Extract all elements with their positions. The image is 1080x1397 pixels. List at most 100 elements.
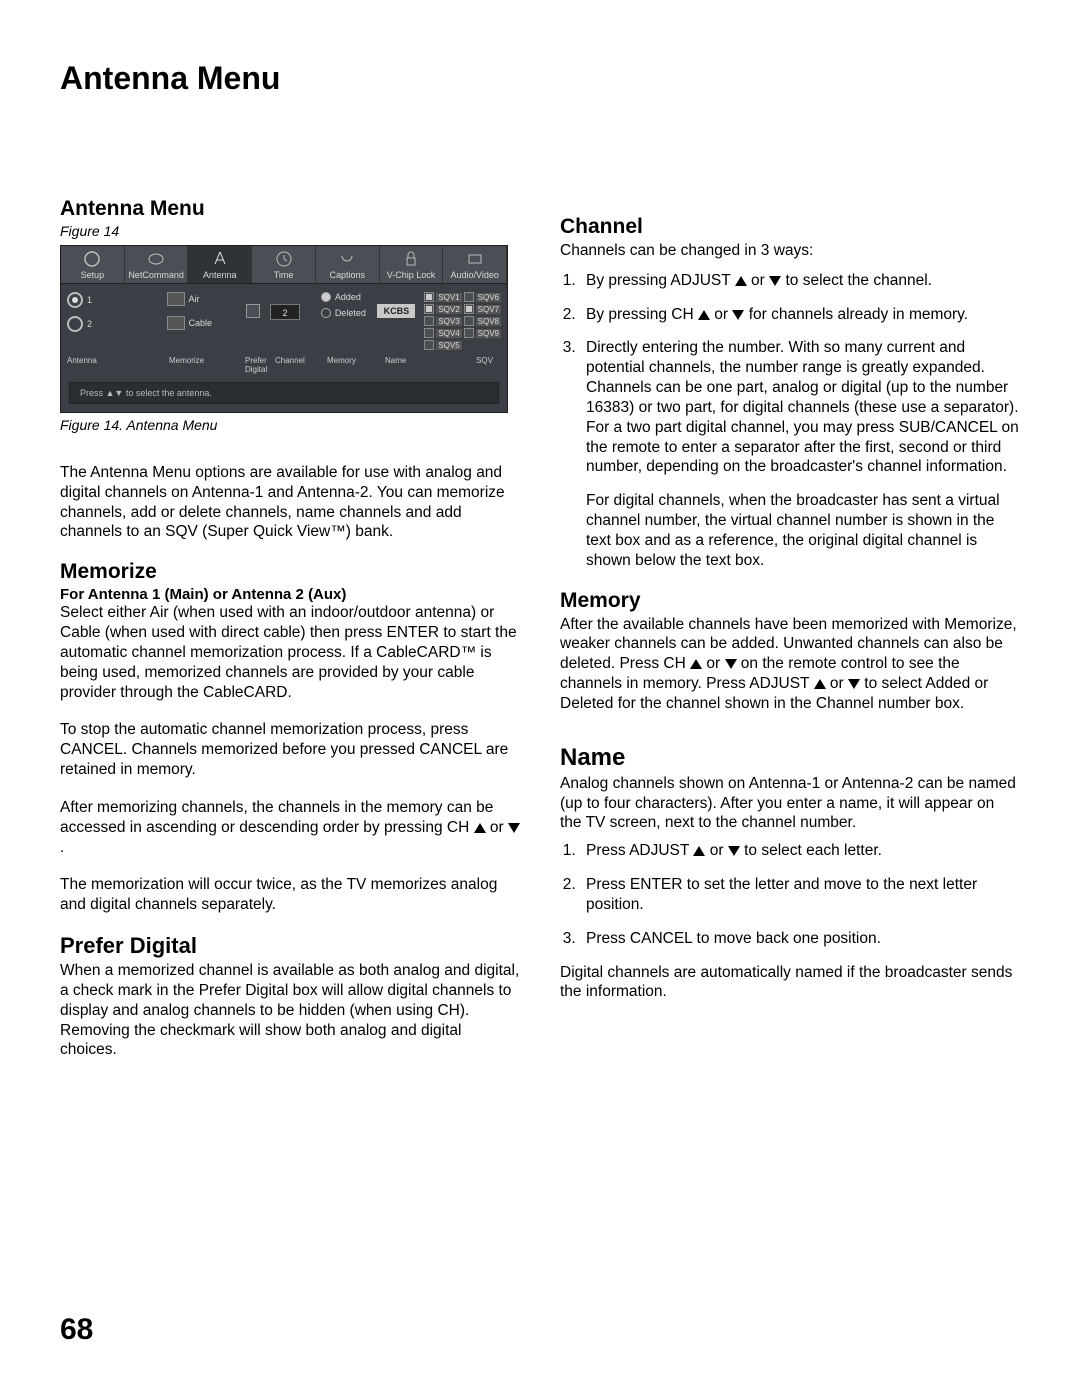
memorize-subheading: For Antenna 1 (Main) or Antenna 2 (Aux) bbox=[60, 586, 520, 603]
channel-li1: By pressing ADJUST or to select the chan… bbox=[580, 271, 1020, 291]
right-column: Channel Channels can be changed in 3 way… bbox=[560, 197, 1020, 1078]
sqv6[interactable]: SQV6 bbox=[464, 292, 501, 302]
sqv5[interactable]: SQV5 bbox=[424, 340, 461, 350]
memory-deleted-row[interactable]: Deleted bbox=[321, 308, 374, 318]
antenna-1-row[interactable]: 1 bbox=[67, 292, 163, 308]
name-p: Analog channels shown on Antenna-1 or An… bbox=[560, 774, 1020, 833]
air-icon bbox=[167, 292, 185, 306]
antenna-1-radio[interactable] bbox=[67, 292, 83, 308]
tab-time[interactable]: Time bbox=[252, 246, 316, 283]
tab-setup-label: Setup bbox=[81, 270, 105, 280]
memorize-heading: Memorize bbox=[60, 560, 520, 584]
channel-li3: Directly entering the number. With so ma… bbox=[580, 338, 1020, 477]
sqv3[interactable]: SQV3 bbox=[424, 316, 461, 326]
sqv1[interactable]: SQV1 bbox=[424, 292, 461, 302]
channel-li2: By pressing CH or for channels already i… bbox=[580, 305, 1020, 325]
figure-tabs: Setup NetCommand Antenna Time Captions V… bbox=[61, 246, 507, 284]
added-label: Added bbox=[335, 292, 361, 302]
channel-intro: Channels can be changed in 3 ways: bbox=[560, 241, 1020, 261]
intro-paragraph: The Antenna Menu options are available f… bbox=[60, 463, 520, 542]
figure-sqv-col: SQV1 SQV6 SQV2 SQV7 SQV3 SQV8 SQV4 SQV9 … bbox=[424, 292, 501, 350]
tab-time-label: Time bbox=[274, 270, 294, 280]
tab-netcommand-label: NetCommand bbox=[128, 270, 184, 280]
memory-p: After the available channels have been m… bbox=[560, 615, 1020, 714]
figure-preferdigital-col bbox=[241, 292, 266, 350]
tab-antenna[interactable]: Antenna bbox=[188, 246, 252, 283]
channel-heading: Channel bbox=[560, 215, 1020, 239]
name-heading: Name bbox=[560, 744, 1020, 772]
sqv9[interactable]: SQV9 bbox=[464, 328, 501, 338]
name-li3: Press CANCEL to move back one position. bbox=[580, 929, 1020, 949]
tab-vchip[interactable]: V-Chip Lock bbox=[380, 246, 444, 283]
triangle-down-icon bbox=[848, 679, 860, 689]
triangle-down-icon bbox=[508, 823, 520, 833]
antenna-2-row[interactable]: 2 bbox=[67, 316, 163, 332]
memorize-p1: Select either Air (when used with an ind… bbox=[60, 603, 520, 702]
channel-list: By pressing ADJUST or to select the chan… bbox=[560, 271, 1020, 477]
name-li1: Press ADJUST or to select each letter. bbox=[580, 841, 1020, 861]
figure-channel-col: 2 bbox=[270, 292, 317, 350]
antenna-1-num: 1 bbox=[87, 295, 92, 305]
figure-memory-col: Added Deleted bbox=[321, 292, 374, 350]
memory-heading: Memory bbox=[560, 589, 1020, 613]
figure-antenna-col: 1 2 bbox=[67, 292, 163, 350]
figure-ref: Figure 14 bbox=[60, 223, 520, 239]
triangle-down-icon bbox=[728, 846, 740, 856]
air-label: Air bbox=[189, 294, 200, 304]
triangle-up-icon bbox=[814, 679, 826, 689]
figure-antenna-menu: Setup NetCommand Antenna Time Captions V… bbox=[60, 245, 508, 413]
antenna-2-radio[interactable] bbox=[67, 316, 83, 332]
antenna-2-num: 2 bbox=[87, 319, 92, 329]
channel-box[interactable]: 2 bbox=[270, 304, 300, 320]
figure-caption: Figure 14. Antenna Menu bbox=[60, 417, 520, 433]
tab-captions[interactable]: Captions bbox=[316, 246, 380, 283]
memorize-p4: The memorization will occur twice, as th… bbox=[60, 875, 520, 915]
tab-netcommand[interactable]: NetCommand bbox=[125, 246, 189, 283]
figure-hint: Press ▲▼ to select the antenna. bbox=[69, 382, 499, 404]
sqv2[interactable]: SQV2 bbox=[424, 304, 461, 314]
left-column: Antenna Menu Figure 14 Setup NetCommand … bbox=[60, 197, 520, 1078]
content-columns: Antenna Menu Figure 14 Setup NetCommand … bbox=[60, 197, 1020, 1078]
name-list: Press ADJUST or to select each letter. P… bbox=[560, 841, 1020, 948]
deleted-label: Deleted bbox=[335, 308, 366, 318]
name-box[interactable]: KCBS bbox=[377, 304, 415, 318]
triangle-up-icon bbox=[698, 310, 710, 320]
triangle-down-icon bbox=[725, 659, 737, 669]
tab-av-label: Audio/Video bbox=[450, 270, 498, 280]
triangle-up-icon bbox=[690, 659, 702, 669]
antenna-menu-heading: Antenna Menu bbox=[60, 197, 520, 221]
figure-column-labels: Antenna Memorize Prefer Digital Channel … bbox=[61, 356, 507, 378]
triangle-up-icon bbox=[735, 276, 747, 286]
cable-label: Cable bbox=[189, 318, 213, 328]
page-number: 68 bbox=[60, 1313, 93, 1347]
memory-added-row[interactable]: Added bbox=[321, 292, 374, 302]
cable-icon bbox=[167, 316, 185, 330]
memorize-p3: After memorizing channels, the channels … bbox=[60, 798, 520, 857]
prefer-digital-heading: Prefer Digital bbox=[60, 933, 520, 959]
deleted-radio[interactable] bbox=[321, 308, 331, 318]
prefer-digital-checkbox[interactable] bbox=[246, 304, 260, 318]
tab-captions-label: Captions bbox=[329, 270, 365, 280]
sqv8[interactable]: SQV8 bbox=[464, 316, 501, 326]
triangle-up-icon bbox=[474, 823, 486, 833]
tab-audiovideo[interactable]: Audio/Video bbox=[443, 246, 507, 283]
memorize-air-row[interactable]: Air bbox=[167, 292, 237, 306]
added-radio[interactable] bbox=[321, 292, 331, 302]
channel-more: For digital channels, when the broadcast… bbox=[586, 491, 1020, 570]
name-li2: Press ENTER to set the letter and move t… bbox=[580, 875, 1020, 915]
sqv7[interactable]: SQV7 bbox=[464, 304, 501, 314]
figure-memorize-col: Air Cable bbox=[167, 292, 237, 350]
sqv4[interactable]: SQV4 bbox=[424, 328, 461, 338]
tab-antenna-label: Antenna bbox=[203, 270, 237, 280]
memorize-p2: To stop the automatic channel memorizati… bbox=[60, 720, 520, 779]
triangle-down-icon bbox=[769, 276, 781, 286]
tab-setup[interactable]: Setup bbox=[61, 246, 125, 283]
triangle-down-icon bbox=[732, 310, 744, 320]
figure-body: 1 2 Air Cable 2 Added Deleted bbox=[61, 284, 507, 356]
tab-vchip-label: V-Chip Lock bbox=[387, 270, 436, 280]
name-p2: Digital channels are automatically named… bbox=[560, 963, 1020, 1003]
prefer-digital-p: When a memorized channel is available as… bbox=[60, 961, 520, 1060]
figure-name-col: KCBS bbox=[377, 292, 420, 350]
triangle-up-icon bbox=[693, 846, 705, 856]
memorize-cable-row[interactable]: Cable bbox=[167, 316, 237, 330]
